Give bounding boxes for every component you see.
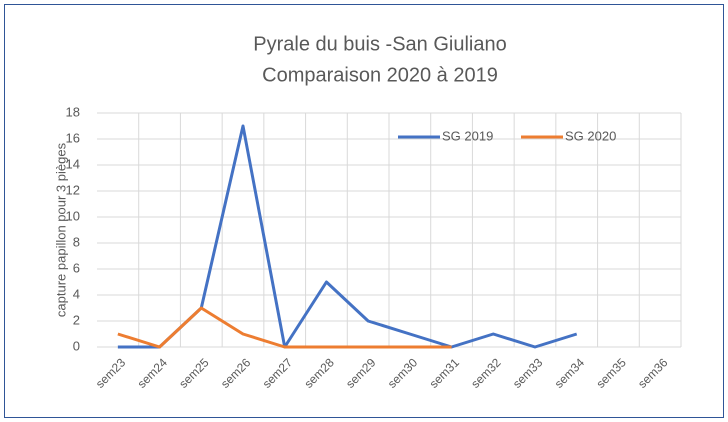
chart-title: Pyrale du buis -San Giuliano: [253, 33, 506, 55]
y-tick-label: 12: [66, 182, 80, 197]
y-tick-label: 2: [73, 312, 80, 327]
y-tick-label: 18: [66, 104, 80, 119]
chart-border: [4, 4, 724, 418]
y-tick-label: 8: [73, 234, 80, 249]
y-tick-label: 16: [66, 130, 80, 145]
y-tick-label: 10: [66, 208, 80, 223]
y-tick-label: 6: [73, 260, 80, 275]
series-line: [117, 306, 452, 349]
legend-label: SG 2019: [442, 128, 493, 143]
y-tick-label: 14: [66, 156, 80, 171]
y-tick-label: 4: [73, 286, 80, 301]
y-axis-label: capture papillon pour 3 pièges: [53, 142, 68, 317]
y-tick-label: 0: [73, 338, 80, 353]
legend-label: SG 2020: [565, 128, 616, 143]
chart-subtitle: Comparaison 2020 à 2019: [262, 64, 498, 86]
